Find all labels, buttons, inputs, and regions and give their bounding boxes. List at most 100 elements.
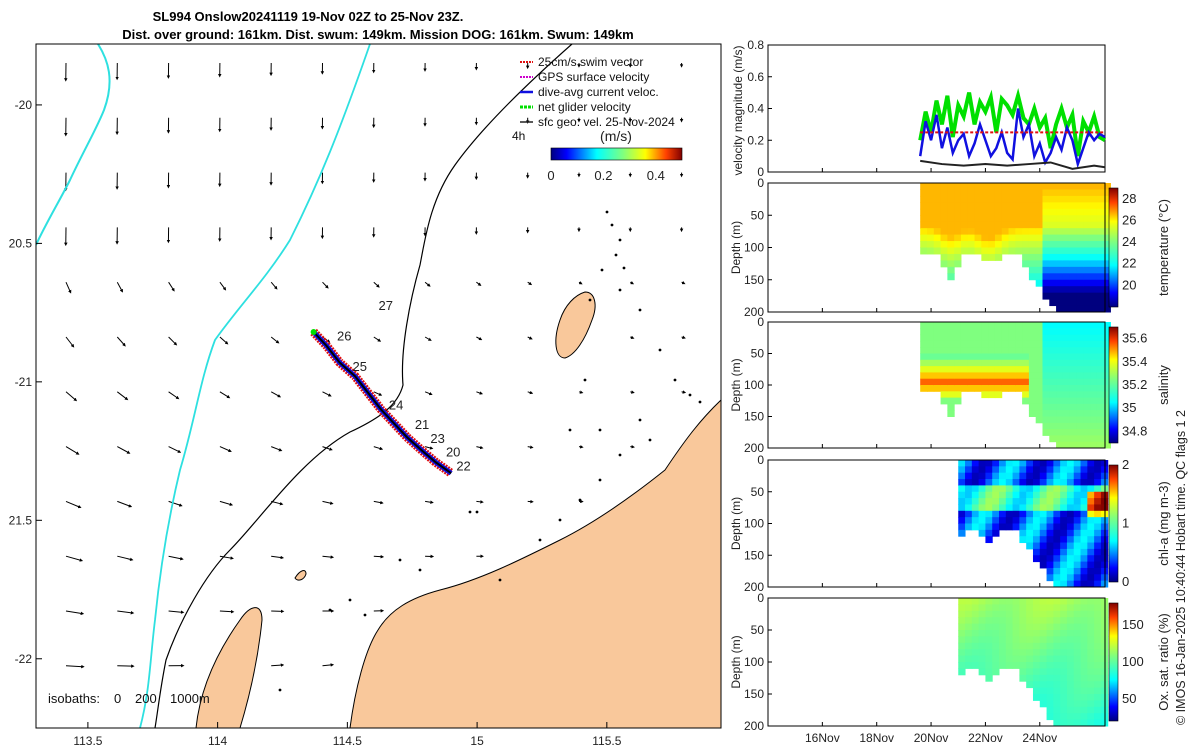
section-cell [934,322,941,329]
section-cell [1047,543,1054,550]
isobath-200-label: 200 [135,691,157,706]
section-cell [1029,404,1036,411]
section-cell [927,183,934,190]
section-cell [1047,511,1054,518]
section-cell [985,479,992,486]
section-cell [979,460,986,467]
section-cell [1060,524,1067,531]
section-cell [1033,517,1040,524]
section-cell [954,360,961,367]
section-cell [1022,347,1029,354]
section-cell [934,209,941,216]
section-cell [1042,235,1049,242]
section-cell [1053,675,1060,682]
day-label: 20 [446,445,460,460]
section-cell [1067,530,1074,537]
section-cell [1002,235,1009,242]
section-cell [1015,379,1022,386]
section-cell [1042,202,1049,209]
section-cell [920,366,927,373]
section-cell [968,209,975,216]
section-cell [1090,379,1097,386]
section-cell [995,248,1002,255]
coast-dot [699,401,702,404]
section-cell [968,241,975,248]
section-cell [1060,530,1067,537]
section-cell [995,228,1002,235]
section-cell [1009,354,1016,361]
section-cell [1081,630,1088,637]
section-cell [1060,517,1067,524]
section-cell [979,649,986,656]
section-cell [1053,604,1060,611]
section-cell [920,385,927,392]
section-cell [985,604,992,611]
section-cell [1076,423,1083,430]
section-cell [1070,379,1077,386]
section-cell [1083,183,1090,190]
section-cell [1074,460,1081,467]
section-cell [988,254,995,261]
section-cell [934,248,941,255]
section-cell [1042,391,1049,398]
colorbar-label: chl-a (mg m-3) [1156,481,1171,566]
section-cell [1094,649,1101,656]
section-cell [999,524,1006,531]
section-cell [1094,485,1101,492]
section-cell [1006,604,1013,611]
section-cell [1036,372,1043,379]
section-cell [1019,466,1026,473]
section-cell [1026,479,1033,486]
section-cell [1081,460,1088,467]
section-cell [1083,379,1090,386]
colorbar-tick-label: 26 [1122,212,1136,227]
section-cell [1076,215,1083,222]
section-cell [965,656,972,663]
section-cell [1022,209,1029,216]
section-cell [1094,662,1101,669]
section-cell [1097,372,1104,379]
section-cell [975,209,982,216]
section-cell [1056,322,1063,329]
section-cell [927,366,934,373]
section-cell [1049,429,1056,436]
section-cell [1083,299,1090,306]
section-cell [1063,228,1070,235]
section-cell [1042,280,1049,287]
section-cell [1097,335,1104,342]
section-cell [1042,372,1049,379]
section-cell [1002,228,1009,235]
section-cell [1029,328,1036,335]
section-cell [1090,366,1097,373]
section-cell [1060,720,1067,727]
section-cell [1060,479,1067,486]
section-cell [999,466,1006,473]
section-cell [1094,524,1101,531]
section-cell [1087,543,1094,550]
section-cell [1094,517,1101,524]
section-cell [1094,562,1101,569]
section-cell [934,235,941,242]
section-cell [999,473,1006,480]
section-cell [979,668,986,675]
section-cell [972,460,979,467]
section-cell [1094,604,1101,611]
section-cell [1009,328,1016,335]
section-cell [1053,555,1060,562]
section-cell [958,604,965,611]
section-cell [1049,385,1056,392]
section-cell [981,335,988,342]
section-cell [1081,549,1088,556]
section-cell [1053,460,1060,467]
depth-tick-label: 50 [751,485,765,499]
section-cell [999,630,1006,637]
section-cell [1063,328,1070,335]
section-cell [961,385,968,392]
section-cell [1060,656,1067,663]
section-cell [988,379,995,386]
section-cell [999,656,1006,663]
coast-dot [623,267,626,270]
section-cell [1042,254,1049,261]
section-cell [1033,511,1040,518]
